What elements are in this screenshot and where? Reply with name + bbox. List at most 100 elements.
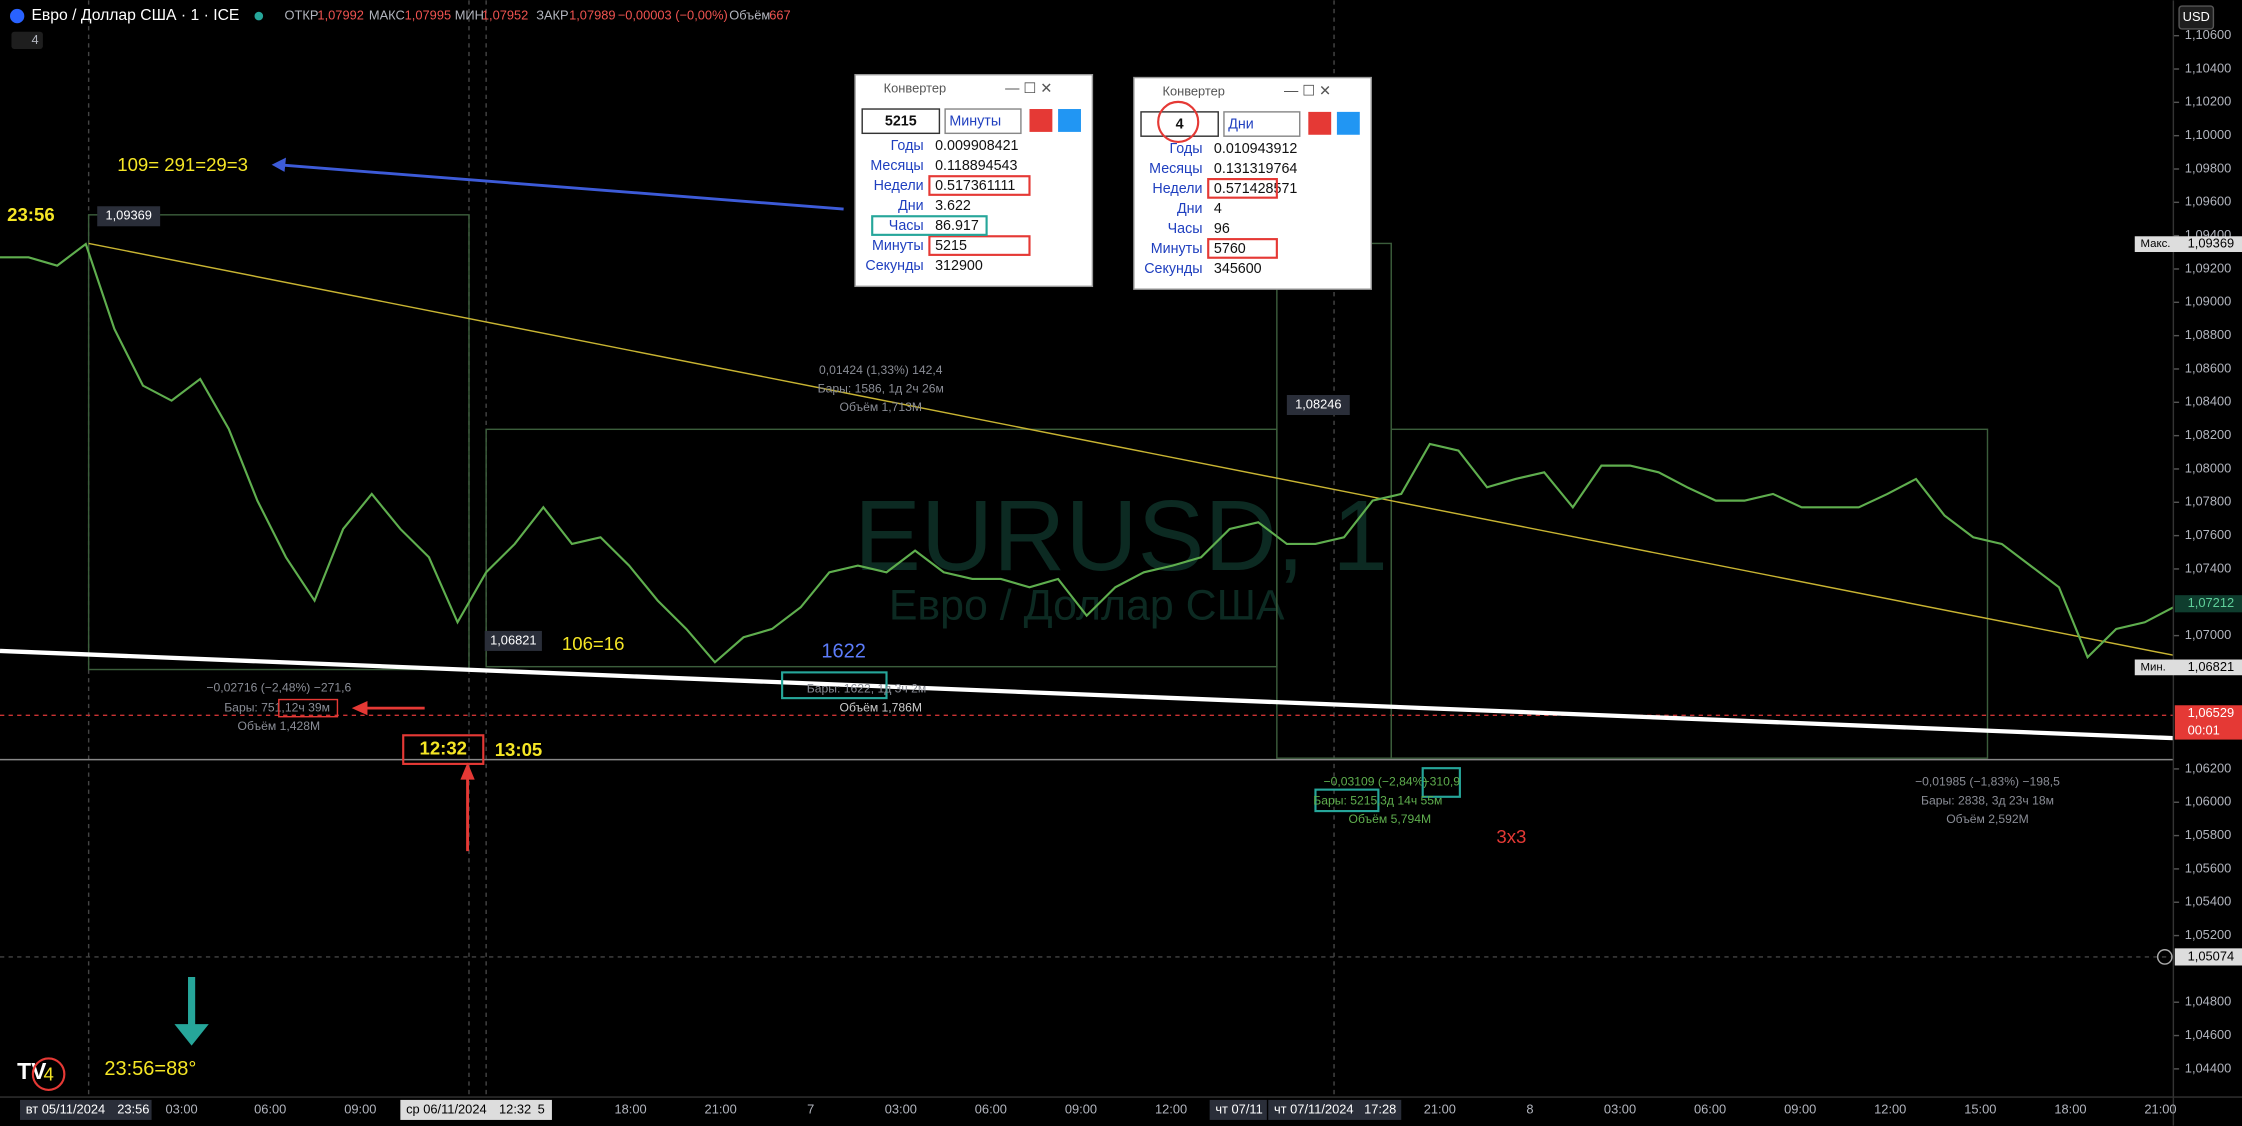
measure-text: 12ч 39м (285, 700, 330, 714)
open-label: ОТКР (285, 7, 319, 22)
row-label: Часы (1168, 221, 1203, 237)
row-value: 3.622 (935, 198, 971, 214)
watermark-sub: Евро / Доллар США (889, 581, 1285, 629)
y-tick-label: 1,05400 (2185, 894, 2231, 909)
highlight (402, 734, 485, 765)
row-label: Месяцы (870, 158, 923, 174)
row-label: Недели (1152, 181, 1202, 197)
row-value: 96 (1214, 221, 1230, 237)
high: 1,07995 (405, 7, 451, 22)
y-tick-label: 1,10600 (2185, 27, 2231, 42)
label-box (97, 206, 161, 227)
time-label: чт 07/11 (1215, 1101, 1262, 1116)
y-tick-label: 1,09800 (2185, 160, 2231, 175)
status-dot (254, 11, 264, 21)
measure-5: −0,01985 (−1,83%) −198,5 Бары: 2838, 3д … (1915, 775, 2060, 826)
measure-text: Бары: 5215, (1313, 793, 1380, 807)
high-label: МАКС (369, 7, 405, 22)
time-label: 7 (807, 1101, 814, 1116)
time-label: чт 07/11/2024 (1274, 1101, 1354, 1116)
time-low: 12:32 (419, 738, 467, 759)
time-start: 23:56 (7, 204, 55, 225)
max-tag: Макс. (2140, 238, 2170, 250)
low: 1,07952 (482, 7, 528, 22)
time-label: 18:00 (2054, 1101, 2086, 1116)
diagonal-line (88, 242, 2174, 656)
time-label: 21:00 (1424, 1101, 1456, 1116)
row-value: 5215 (935, 238, 967, 254)
measure-text: 0,01424 (1,33%) 142,4 (819, 363, 943, 377)
time-label: 03:00 (165, 1101, 197, 1116)
time-label: 12:00 (1155, 1101, 1187, 1116)
row-label: Часы (889, 218, 924, 234)
y-tick-label: 1,04800 (2185, 994, 2231, 1009)
min-price: 1,06821 (2188, 659, 2234, 674)
remove-button[interactable] (1029, 109, 1053, 132)
symbol[interactable]: Евро / Доллар США · 1 · ICE (31, 7, 239, 24)
row-label: Минуты (872, 238, 924, 254)
highlight (871, 215, 988, 236)
price-labels: Макс. 1,09369 1,07212 Мин. 1,06821 1,06529… (2134, 236, 2242, 966)
highlight (1207, 238, 1278, 259)
measure-1: −0,02716 (−2,48%) −271,6 Бары: 751, 12ч … (206, 680, 351, 733)
row-value: 0.571428571 (1214, 181, 1297, 197)
unit-value: Минуты (949, 114, 1001, 130)
y-tick-label: 1,08600 (2185, 360, 2231, 375)
bars-count: 1622 (821, 641, 866, 663)
remove-button[interactable] (1308, 111, 1332, 135)
converter-dialog: Конвертер — ☐ ✕ 4 Дни Годы 0.010943912 Месяцы 0… (1133, 76, 1372, 290)
y-tick-label: 1,05600 (2185, 860, 2231, 875)
peak-point: 1,08246 (1295, 396, 1341, 411)
dialog-title: Конвертер (1162, 83, 1225, 98)
min-tag: Мин. (2140, 661, 2165, 673)
time-label: 23:56 (117, 1101, 149, 1116)
row-value: 5760 (1214, 241, 1246, 257)
y-tick-label: 1,06000 (2185, 794, 2231, 809)
highlight (278, 698, 339, 718)
time-axis: вт 05/11/2024 23:56 03:00 06:00 09:00 ср… (20, 1099, 2177, 1120)
y-tick-label: 1,05200 (2185, 927, 2231, 942)
currency-button[interactable] (2178, 5, 2215, 30)
row-label: Годы (1169, 141, 1202, 157)
row-label: Минуты (1151, 241, 1203, 257)
input-box (861, 108, 941, 135)
unit-value: Дни (1228, 117, 1254, 133)
open: 1,07992 (317, 7, 363, 22)
currency: USD (2183, 9, 2210, 24)
arrow-head (351, 700, 368, 716)
current-price: 1,06529 (2188, 705, 2234, 720)
measure-text: −0,03109 (−2,84%) (1324, 775, 1428, 789)
row-label: Дни (898, 198, 924, 214)
y-tick-label: 1,10400 (2185, 60, 2231, 75)
indicators-toggle[interactable] (11, 31, 43, 49)
y-tick-label: 1,07800 (2185, 494, 2231, 509)
row-label: Дни (1177, 201, 1203, 217)
row-value: 0.118894543 (935, 158, 1017, 174)
row-label: Секунды (865, 258, 923, 274)
add-button[interactable] (1058, 109, 1081, 132)
time-label: 06:00 (1694, 1101, 1726, 1116)
y-tick-label: 1,08400 (2185, 394, 2231, 409)
volume: 667 (769, 7, 790, 22)
dialog-title: Конвертер (884, 80, 947, 95)
time-next: 13:05 (495, 739, 543, 760)
row-value: 86.917 (935, 218, 979, 234)
y-tick-label: 1,07400 (2185, 560, 2231, 575)
measure-text: Объём 1,713M (840, 400, 923, 414)
y-tick-label: 1,09200 (2185, 260, 2231, 275)
measure-text: Объём 1,428M (238, 719, 321, 733)
y-tick-label: 1,07600 (2185, 527, 2231, 542)
arrow-head (271, 157, 286, 172)
measure-text: −0,01985 (−1,83%) −198,5 (1915, 775, 2060, 789)
row-value: 0.517361111 (935, 178, 1015, 194)
y-tick-label: 1,04600 (2185, 1027, 2231, 1042)
dialog-controls: — ☐ ✕ (1005, 81, 1052, 97)
label-box (484, 630, 542, 651)
close: 1,07989 (569, 7, 615, 22)
y-tick-label: 1,09000 (2185, 294, 2231, 309)
y-tick-label: 1,08000 (2185, 460, 2231, 475)
time-label: вт 05/11/2024 (26, 1101, 105, 1116)
add-button[interactable] (1336, 111, 1360, 135)
